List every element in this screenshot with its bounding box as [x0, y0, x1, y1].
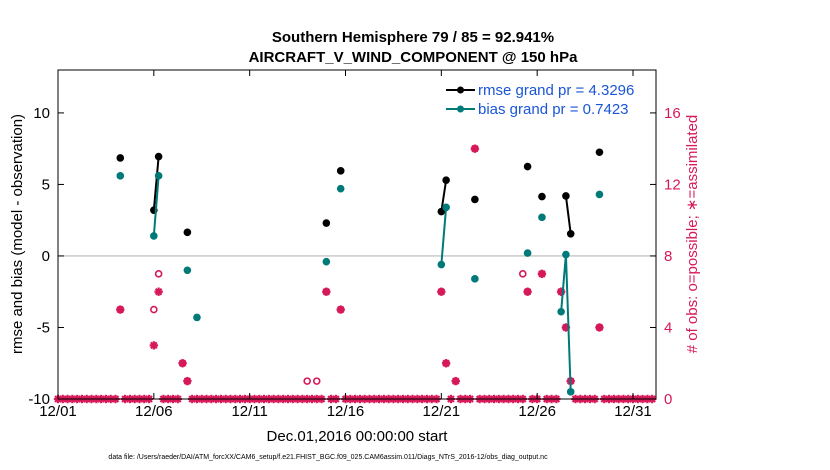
- obs-possible-marker: [150, 305, 158, 314]
- obs-possible-marker: [116, 305, 125, 314]
- y-left-tick-label: 10: [33, 105, 50, 122]
- x-axis-ticks: 12/01 12/06 12/11 12/16 12/21 12/26 12/31: [39, 70, 652, 420]
- rmse-point: [538, 192, 546, 201]
- rmse-point: [336, 167, 345, 175]
- y-right-tick-label: 16: [664, 105, 681, 122]
- obs-possible-marker: [538, 270, 546, 278]
- obs-possible-marker: [518, 270, 527, 278]
- x-tick-label: 12/16: [327, 403, 365, 420]
- bias-point: [562, 250, 570, 259]
- y-left-tick-label: 5: [42, 176, 50, 193]
- rmse-point: [183, 228, 192, 237]
- bias-point: [322, 257, 331, 266]
- obs-possible-marker: [336, 305, 345, 314]
- y-left-tick-label: -10: [28, 391, 50, 408]
- obs-possible-marker: [442, 359, 450, 368]
- x-tick-label: 12/11: [231, 403, 267, 420]
- rmse-point: [562, 192, 570, 200]
- chart-subtitle: AIRCRAFT_V_WIND_COMPONENT @ 150 hPa: [249, 49, 579, 66]
- plot-frame: [57, 69, 657, 400]
- bias-point: [471, 275, 479, 283]
- rmse-point: [595, 148, 604, 157]
- bias-series-line: [560, 254, 572, 392]
- y-right-tick-label: 4: [664, 319, 672, 336]
- x-tick-label: 12/26: [518, 403, 556, 420]
- obs-possible-marker: [303, 377, 311, 385]
- rmse-series-line: [440, 179, 448, 212]
- obs-possible-marker: [322, 287, 331, 296]
- data-file-note: data file: /Users/raeder/DAI/ATM_forcXX/…: [108, 454, 548, 461]
- obs-possible-marker: [312, 377, 321, 385]
- legend-bias-label: bias grand pr = 0.7423: [478, 101, 629, 118]
- bias-point: [437, 260, 446, 269]
- plot-area: [53, 144, 657, 404]
- rmse-series-line: [152, 156, 160, 211]
- legend-bias-marker: [457, 105, 464, 113]
- bias-point: [566, 388, 575, 396]
- bias-point: [336, 184, 345, 193]
- bias-point: [193, 313, 201, 322]
- rmse-point: [566, 229, 575, 238]
- obs-assimilated-marker-stroke: [154, 287, 163, 296]
- obs-possible-marker: [437, 287, 446, 296]
- obs-possible-marker: [595, 323, 604, 332]
- bias-point: [595, 190, 604, 199]
- obs-assimilated-marker: [149, 341, 159, 350]
- rmse-point: [154, 152, 163, 161]
- obs-possible-marker: [178, 359, 187, 368]
- bias-point: [557, 307, 565, 316]
- rmse-point: [322, 219, 331, 227]
- obs-possible-marker: [183, 377, 192, 385]
- bias-point: [183, 266, 192, 275]
- y-left-tick-label: 0: [42, 248, 50, 265]
- rmse-point: [116, 154, 125, 162]
- bias-point: [154, 172, 163, 180]
- rmse-point: [523, 162, 532, 171]
- y-left-tick-label: -5: [37, 319, 50, 336]
- obs-possible-marker: [557, 287, 565, 296]
- y-right-tick-label: 8: [664, 248, 672, 265]
- chart-title: Southern Hemisphere 79 / 85 = 92.941%: [272, 29, 554, 46]
- bias-point: [442, 203, 450, 212]
- obs-possible-marker: [523, 287, 532, 296]
- y-right-tick-label: 0: [664, 391, 672, 408]
- obs-assimilated-marker: [154, 287, 163, 296]
- legend-rmse-label: rmse grand pr = 4.3296: [478, 82, 634, 99]
- obs-possible-marker: [154, 270, 163, 278]
- bias-series-line: [440, 207, 448, 265]
- bias-point: [116, 172, 125, 180]
- x-tick-label: 12/21: [423, 403, 461, 420]
- y-right-axis-ticks: 0 4 8 12 16: [650, 105, 681, 408]
- legend-rmse-marker: [457, 86, 464, 94]
- obs-assimilated-marker-stroke: [150, 341, 158, 350]
- obs-possible-marker: [451, 377, 460, 385]
- x-tick-label: 12/01: [39, 403, 77, 420]
- bias-point: [538, 213, 546, 222]
- bias-point: [150, 232, 158, 240]
- legend: rmse grand pr = 4.3296 bias grand pr = 0…: [446, 82, 634, 118]
- y-left-axis-ticks: -10 -5 0 5 10: [28, 105, 64, 408]
- y-right-tick-label: 12: [664, 176, 681, 193]
- bias-series-line: [152, 175, 160, 237]
- obs-possible-marker: [471, 144, 479, 153]
- rmse-point: [471, 195, 479, 204]
- y-left-axis-label: rmse and bias (model - observation): [9, 114, 26, 354]
- y-right-axis-label: # of obs: o=possible; ∗=assimilated: [684, 115, 701, 354]
- x-axis-label: Dec.01,2016 00:00:00 start: [267, 428, 449, 445]
- rmse-series-line: [564, 195, 572, 234]
- bias-point: [523, 249, 532, 257]
- x-tick-label: 12/06: [135, 403, 173, 420]
- x-tick-label: 12/31: [614, 403, 652, 420]
- rmse-point: [442, 176, 450, 184]
